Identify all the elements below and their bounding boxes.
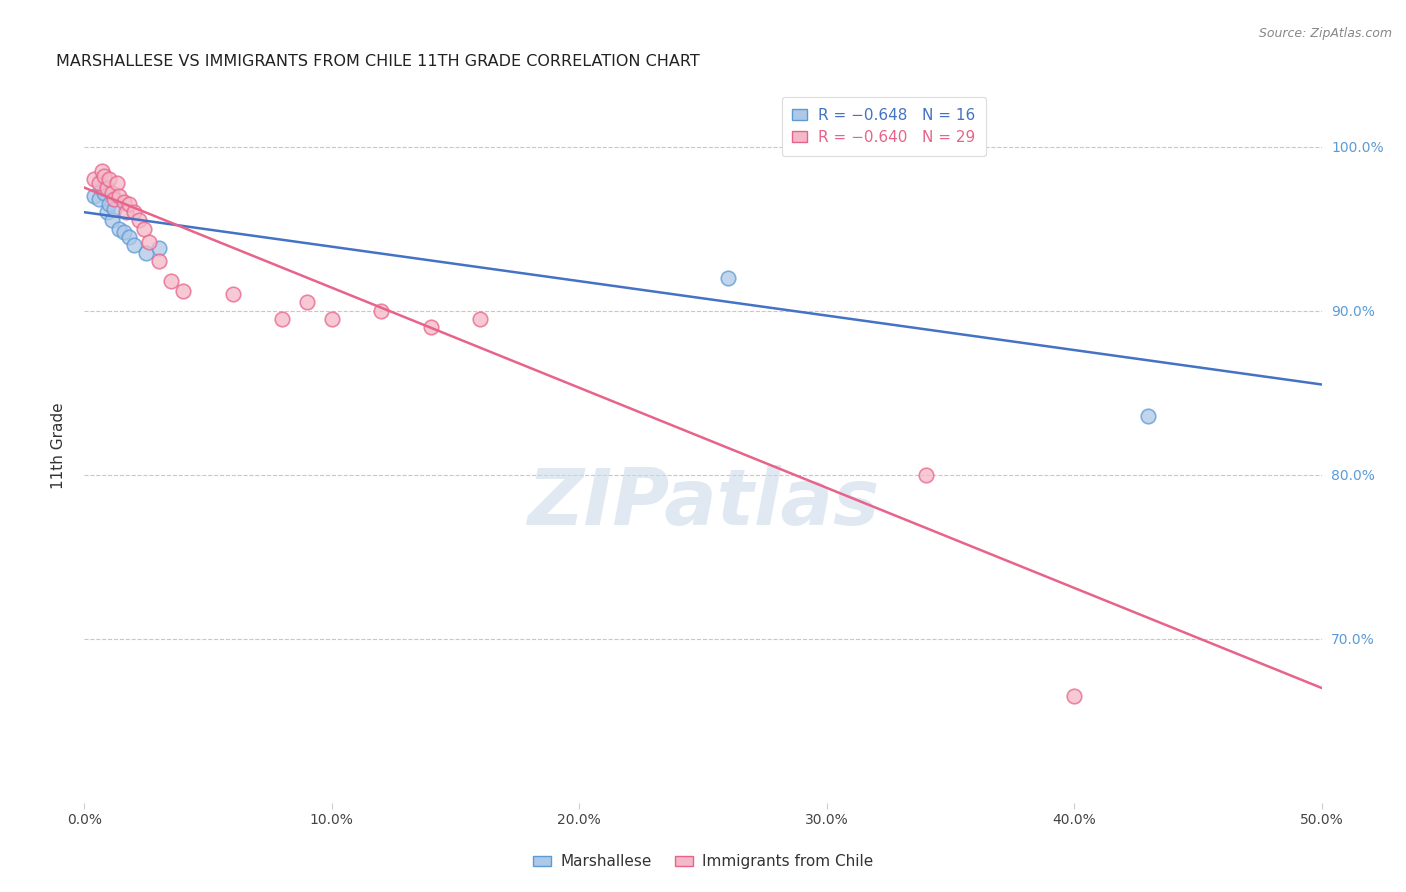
Point (717, 270, 740, 285)
Point (83, 189, 105, 203)
Point (135, 246, 157, 260)
Text: MARSHALLESE VS IMMIGRANTS FROM CHILE 11TH GRADE CORRELATION CHART: MARSHALLESE VS IMMIGRANTS FROM CHILE 11T… (56, 54, 700, 69)
Point (321, 311, 343, 326)
Point (108, 221, 131, 235)
Point (98, 172, 121, 186)
Point (96, 180, 118, 194)
Point (914, 467, 936, 482)
Point (148, 254, 170, 268)
Y-axis label: 11th Grade: 11th Grade (51, 402, 66, 490)
Point (90, 164, 112, 178)
Point (103, 192, 125, 206)
Text: ZIPatlas: ZIPatlas (527, 465, 879, 541)
Point (100, 186, 122, 200)
Point (470, 311, 492, 326)
Point (105, 176, 128, 190)
Point (160, 274, 183, 288)
Point (295, 295, 318, 310)
Point (100, 213, 122, 227)
Point (112, 195, 135, 210)
Point (122, 238, 145, 252)
Point (132, 221, 155, 235)
Point (83, 172, 105, 186)
Point (1137, 409, 1160, 423)
Point (89, 176, 111, 190)
Point (172, 284, 194, 298)
Point (96, 205, 118, 219)
Point (222, 287, 245, 301)
Point (93, 186, 115, 200)
Point (112, 225, 135, 239)
Point (115, 205, 138, 219)
Point (419, 320, 441, 334)
Point (118, 197, 141, 211)
Point (271, 311, 294, 326)
Point (98, 197, 121, 211)
Legend: R = −0.648   N = 16, R = −0.640   N = 29: R = −0.648 N = 16, R = −0.640 N = 29 (782, 97, 986, 156)
Point (118, 230, 141, 244)
Point (1063, 689, 1085, 703)
Point (93, 169, 115, 183)
Point (128, 213, 150, 227)
Point (148, 241, 170, 255)
Point (370, 303, 392, 318)
Point (138, 235, 160, 249)
Point (122, 205, 145, 219)
Point (89, 192, 111, 206)
Point (103, 202, 125, 216)
Point (108, 189, 131, 203)
Point (90, 180, 112, 194)
Text: Source: ZipAtlas.com: Source: ZipAtlas.com (1258, 27, 1392, 40)
Legend: Marshallese, Immigrants from Chile: Marshallese, Immigrants from Chile (527, 848, 879, 875)
